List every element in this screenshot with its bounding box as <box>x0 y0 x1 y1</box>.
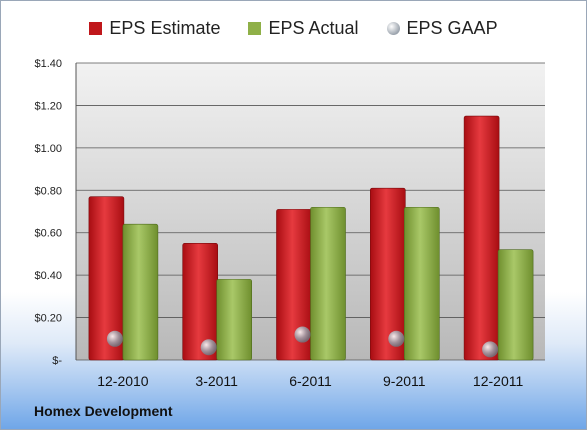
marker-eps-gaap <box>388 330 405 347</box>
marker-eps-gaap <box>482 341 499 358</box>
x-tick-label: 12-2010 <box>97 373 149 389</box>
legend-swatch-actual <box>248 22 262 35</box>
y-tick-label: $- <box>52 355 62 367</box>
company-name: Homex Development <box>34 403 173 419</box>
marker-eps-gaap <box>294 326 311 343</box>
x-tick-label: 6-2011 <box>289 373 332 389</box>
legend-item-gaap: EPS GAAP <box>386 18 498 39</box>
legend-label-gaap: EPS GAAP <box>406 18 498 38</box>
bar-eps-actual <box>310 206 346 361</box>
legend-label-estimate: EPS Estimate <box>109 18 221 38</box>
legend-swatch-gaap <box>386 22 400 35</box>
bar-eps-actual <box>122 223 159 361</box>
x-tick-label: 9-2011 <box>383 373 426 389</box>
y-tick-label: $0.60 <box>34 228 62 240</box>
x-tick-label: 12-2011 <box>473 373 524 389</box>
eps-chart: $- $0.20 $0.40 $0.60 $0.80 $1.00 $1.20 $1.40 12-… <box>34 58 545 389</box>
marker-eps-gaap <box>106 330 123 347</box>
y-tick-label: $1.20 <box>34 100 62 112</box>
bar-eps-actual <box>403 206 440 361</box>
y-tick-label: $0.40 <box>34 270 62 282</box>
y-tick-label: $1.40 <box>34 58 62 70</box>
bar-eps-actual <box>497 249 534 361</box>
legend: EPS Estimate EPS Actual EPS GAAP <box>1 18 586 39</box>
y-tick-label: $0.20 <box>34 313 62 325</box>
bar-eps-estimate <box>463 115 500 361</box>
marker-eps-gaap <box>200 339 217 356</box>
y-tick-label: $1.00 <box>34 143 62 155</box>
legend-item-estimate: EPS Estimate <box>89 18 220 39</box>
bar-eps-actual <box>216 279 252 361</box>
y-tick-label: $0.80 <box>34 185 62 197</box>
legend-swatch-estimate <box>89 22 103 35</box>
legend-item-actual: EPS Actual <box>248 18 359 39</box>
x-tick-label: 3-2011 <box>195 373 238 389</box>
legend-label-actual: EPS Actual <box>268 18 359 38</box>
